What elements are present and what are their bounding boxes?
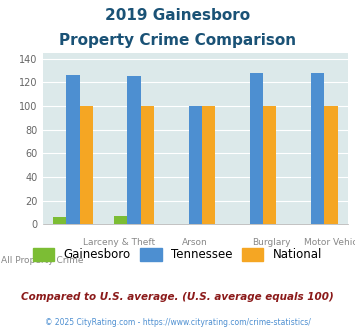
Text: All Property Crime: All Property Crime: [1, 256, 84, 265]
Text: Compared to U.S. average. (U.S. average equals 100): Compared to U.S. average. (U.S. average …: [21, 292, 334, 302]
Text: Burglary: Burglary: [252, 238, 291, 247]
Text: Larceny & Theft: Larceny & Theft: [83, 238, 155, 247]
Bar: [263, 106, 277, 224]
Text: Property Crime Comparison: Property Crime Comparison: [59, 33, 296, 48]
Bar: [66, 75, 80, 224]
Bar: [80, 106, 93, 224]
Bar: [324, 106, 338, 224]
Bar: [127, 77, 141, 224]
Bar: [53, 217, 66, 224]
Text: 2019 Gainesboro: 2019 Gainesboro: [105, 8, 250, 23]
Bar: [114, 216, 127, 224]
Bar: [311, 73, 324, 224]
Bar: [141, 106, 154, 224]
Bar: [250, 73, 263, 224]
Text: Motor Vehicle Theft: Motor Vehicle Theft: [304, 238, 355, 247]
Legend: Gainesboro, Tennessee, National: Gainesboro, Tennessee, National: [33, 248, 322, 261]
Text: © 2025 CityRating.com - https://www.cityrating.com/crime-statistics/: © 2025 CityRating.com - https://www.city…: [45, 318, 310, 327]
Bar: [202, 106, 215, 224]
Bar: [189, 106, 202, 224]
Text: Arson: Arson: [182, 238, 208, 247]
